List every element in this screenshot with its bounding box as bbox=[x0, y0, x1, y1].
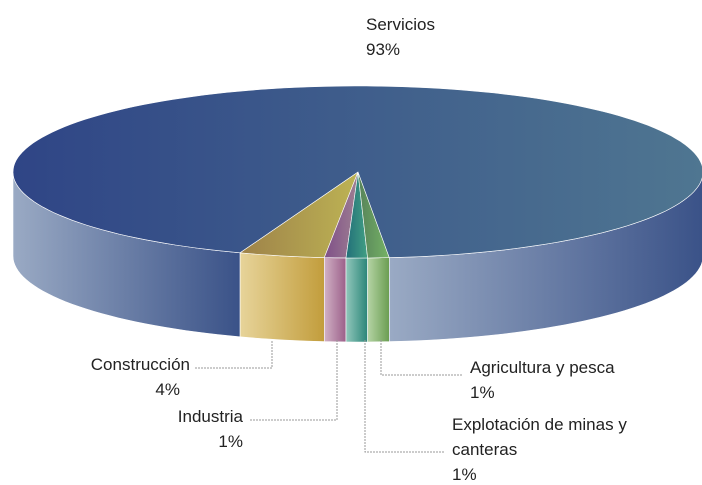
leader-lines bbox=[195, 340, 462, 453]
leader-line bbox=[195, 340, 273, 369]
category-label: Agricultura y pesca bbox=[470, 358, 615, 377]
leader-line bbox=[364, 340, 445, 453]
slice-side bbox=[324, 257, 347, 343]
slice bbox=[12, 85, 702, 258]
slice-label: Construcción 4% bbox=[40, 352, 190, 402]
value-label: 93% bbox=[366, 40, 401, 59]
leader-line bbox=[380, 340, 462, 376]
slice-side bbox=[239, 252, 325, 342]
category-label: Industria bbox=[177, 407, 243, 426]
slice-label: Industria 1% bbox=[100, 404, 243, 454]
slice-label: Explotación de minas y canteras 1% bbox=[452, 412, 642, 485]
category-label: Construcción bbox=[90, 355, 190, 374]
category-label: Explotación de minas y canteras bbox=[452, 415, 627, 459]
slice bbox=[239, 171, 359, 258]
value-label: 1% bbox=[218, 432, 243, 451]
leader-line bbox=[250, 340, 338, 421]
slice-side bbox=[367, 257, 390, 343]
value-label: 4% bbox=[155, 380, 180, 399]
value-label: 1% bbox=[470, 383, 495, 402]
value-label: 1% bbox=[452, 465, 477, 484]
slice-side bbox=[345, 257, 368, 343]
slice-label: Servicios 93% bbox=[366, 12, 435, 62]
slice-label: Agricultura y pesca 1% bbox=[470, 355, 615, 405]
category-label: Servicios bbox=[366, 15, 435, 34]
